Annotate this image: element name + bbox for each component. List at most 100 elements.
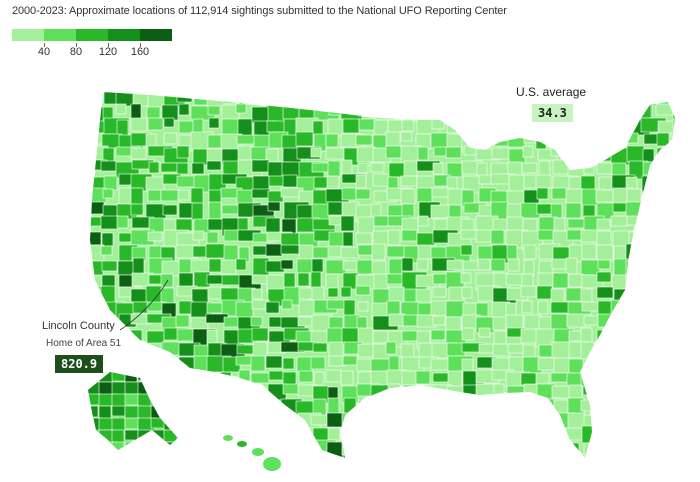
county-cell [657, 455, 671, 458]
county-cell [568, 442, 580, 458]
county-cell [130, 203, 144, 216]
county-cell [176, 393, 178, 405]
county-cell [640, 453, 655, 458]
county-cell [161, 385, 182, 399]
county-cell [176, 381, 178, 393]
county-cell [206, 231, 219, 244]
county-cell [596, 134, 614, 145]
county-cell [627, 329, 653, 340]
hawaii-island-oahu [237, 441, 247, 447]
county-cell [448, 204, 462, 219]
county-cell [477, 120, 495, 132]
county-cell [506, 216, 524, 232]
county-cell [266, 411, 290, 422]
county-cell [101, 232, 114, 247]
county-cell [267, 201, 281, 212]
county-cell [282, 357, 295, 370]
county-cell [612, 342, 626, 361]
county-cell [328, 92, 352, 108]
county-cell [206, 372, 229, 389]
county-cell [145, 176, 165, 192]
county-cell [475, 302, 489, 317]
county-cell [163, 441, 177, 450]
county-cell [476, 162, 488, 177]
county-cell [580, 288, 593, 304]
county-cell [178, 103, 190, 116]
county-cell [507, 455, 532, 458]
county-cell [147, 231, 163, 242]
county-cell [446, 259, 464, 271]
county-cell [416, 425, 442, 438]
county-cell [191, 162, 205, 175]
county-cell [387, 229, 401, 246]
alaska-counties [87, 371, 179, 451]
county-cell [672, 384, 675, 400]
county-cell [641, 231, 663, 247]
county-cell [326, 175, 340, 188]
county-cell [130, 147, 147, 160]
county-cell [490, 92, 513, 107]
county-cell [282, 92, 301, 110]
county-cell [400, 131, 413, 142]
county-cell [506, 385, 527, 405]
county-cell [137, 381, 152, 396]
county-cell [536, 187, 549, 200]
county-cell [356, 426, 374, 443]
county-cell [672, 456, 675, 458]
county-cell [131, 442, 153, 458]
county-cell [130, 103, 142, 120]
county-cell [90, 231, 102, 246]
county-cell [100, 160, 117, 172]
county-cell [160, 273, 174, 288]
county-cell [610, 412, 634, 432]
county-cell [671, 357, 675, 371]
county-cell [642, 397, 668, 415]
hawaii-counties [223, 435, 281, 471]
county-cell [90, 441, 101, 453]
county-cell [670, 259, 675, 278]
legend-tick-label: 160 [130, 46, 150, 58]
county-cell [177, 189, 190, 201]
county-cell [523, 259, 535, 277]
county-cell [116, 215, 129, 229]
county-cell [147, 117, 164, 131]
county-cell [130, 341, 144, 353]
county-cell [627, 399, 641, 414]
county-cell [385, 131, 401, 148]
county-cell [655, 103, 674, 116]
county-cell [415, 370, 431, 385]
county-cell [672, 288, 675, 301]
county-cell [553, 119, 573, 137]
county-cell [357, 162, 369, 174]
county-cell [208, 386, 222, 402]
county-cell [325, 273, 339, 290]
county-cell [642, 386, 667, 398]
county-cell [673, 343, 675, 355]
county-cell [162, 204, 178, 216]
county-cell [356, 146, 376, 163]
county-cell [372, 173, 390, 187]
county-cell [163, 393, 178, 410]
county-cell [491, 442, 511, 458]
county-cell [446, 399, 468, 413]
county-cell [418, 455, 432, 458]
county-cell [417, 215, 429, 227]
county-cell [150, 441, 170, 450]
county-cell [642, 329, 662, 344]
county-cell [582, 106, 600, 125]
county-cell [537, 442, 561, 454]
county-cell [358, 400, 374, 420]
county-cell [88, 441, 100, 450]
county-cell [611, 274, 631, 292]
county-cell [370, 162, 385, 173]
county-cell [251, 288, 263, 300]
county-cell [582, 117, 602, 134]
county-cell [342, 454, 369, 458]
county-cell [298, 244, 314, 261]
county-cell [671, 399, 675, 414]
county-cell [192, 441, 211, 458]
county-cell [520, 440, 540, 454]
county-cell [403, 160, 418, 178]
county-cell [417, 146, 429, 161]
county-cell [507, 120, 528, 138]
